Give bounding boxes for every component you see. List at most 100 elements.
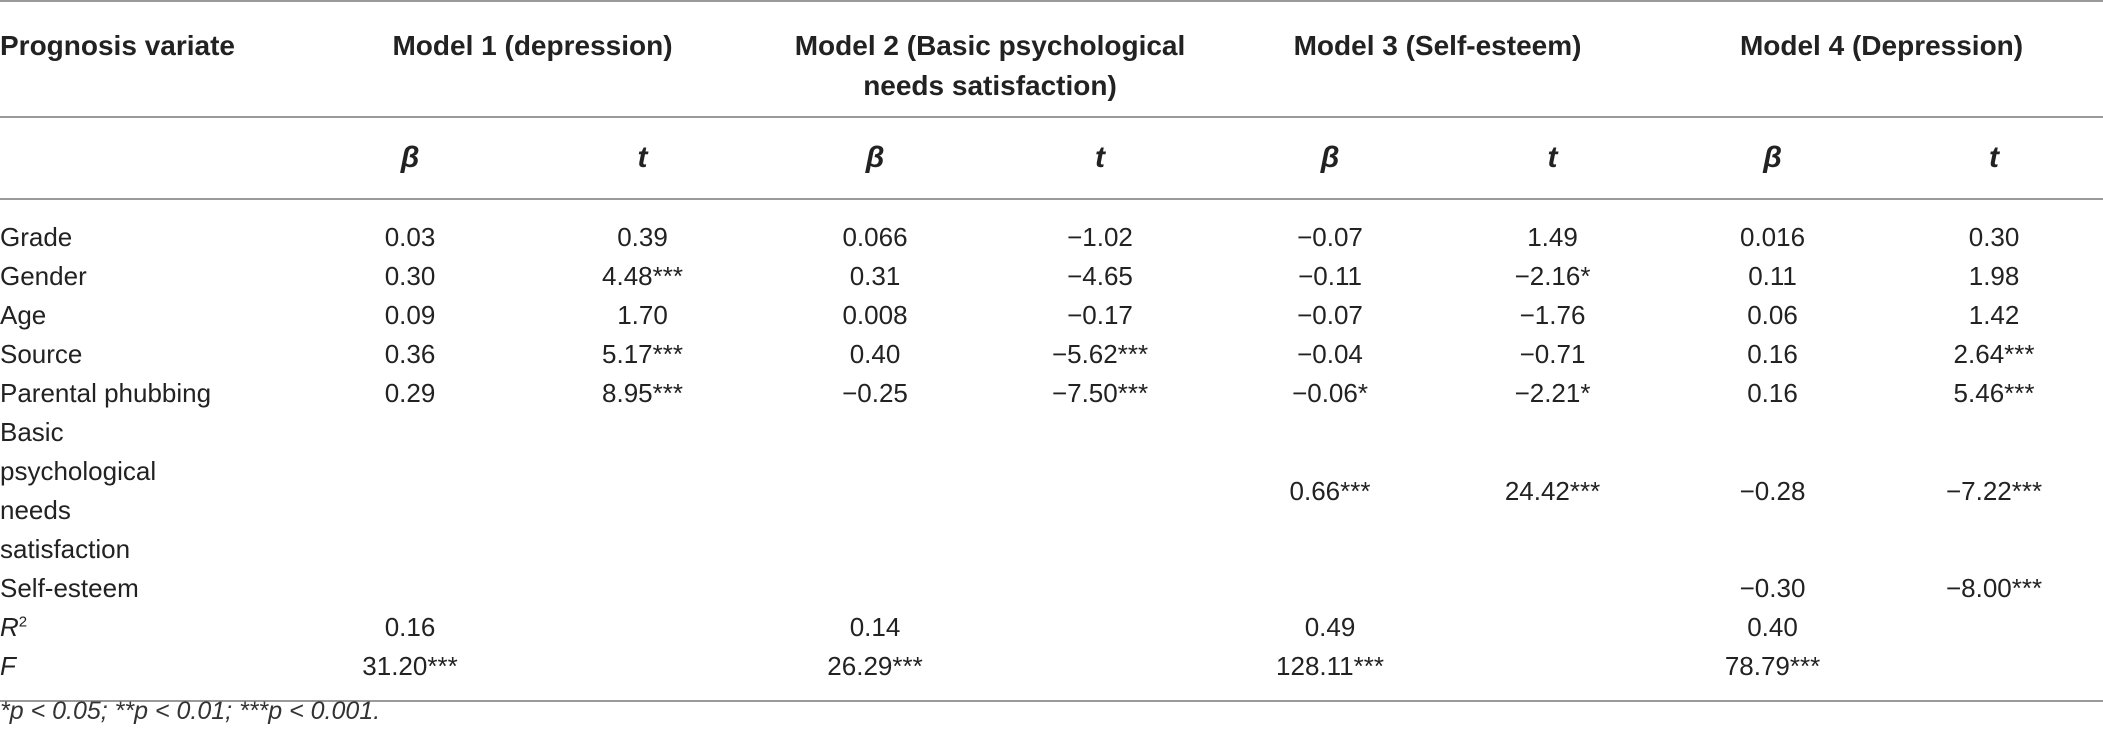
header-model-2: Model 2 (Basic psychological needs satis… xyxy=(765,0,1216,118)
table-footnote: *p < 0.05; **p < 0.01; ***p < 0.001. xyxy=(0,697,381,725)
cell-m2-t: −7.50*** xyxy=(1051,378,1149,408)
subheader-m4-t: t xyxy=(1885,117,2103,200)
cell-m1-beta xyxy=(300,413,520,569)
cell-m4-t: 1.42 xyxy=(1968,300,2020,330)
cell-m1-t xyxy=(520,569,765,608)
cell-m3-beta: −0.07 xyxy=(1297,300,1363,330)
cell-m1-beta xyxy=(300,569,520,608)
cell-m1-beta: 0.30 xyxy=(384,261,436,291)
row-label: Age xyxy=(0,300,47,330)
cell-empty xyxy=(520,647,766,702)
cell-empty xyxy=(985,608,1215,647)
cell-m4-beta: 0.16 xyxy=(1747,378,1798,408)
cell-m3-beta: −0.06* xyxy=(1292,378,1368,408)
table-row-gender: Gender 0.30 4.48*** 0.31 −4.65 −0.11 −2.… xyxy=(0,257,2103,296)
subheader-m3-t: t xyxy=(1445,117,1661,200)
row-label: R2 xyxy=(0,608,300,647)
cell-m1-beta: 0.09 xyxy=(384,300,436,330)
cell-m2-beta: −0.25 xyxy=(842,378,908,408)
cell-m2-t: −0.17 xyxy=(1067,300,1133,330)
cell-m4-t: 0.30 xyxy=(1968,222,2020,252)
cell-m2-beta: 0.40 xyxy=(849,339,901,369)
table-row-self-esteem: Self-esteem −0.30 −8.00*** xyxy=(0,569,2103,608)
cell-empty xyxy=(1885,608,2103,647)
table-row-r-squared: R2 0.16 0.14 0.49 0.40 xyxy=(0,608,2103,647)
cell-m1-beta: 0.29 xyxy=(384,378,436,408)
cell-empty xyxy=(1445,647,1661,702)
cell-empty xyxy=(520,608,765,647)
regression-table: Prognosis variate Model 1 (depression) M… xyxy=(0,0,2103,702)
cell-m2-t: −1.02 xyxy=(1067,222,1133,252)
cell-m1-t: 8.95*** xyxy=(602,378,683,408)
cell-m4-t: 2.64*** xyxy=(1953,339,2035,369)
cell-m1-t xyxy=(520,413,765,569)
cell-m2-beta: 0.31 xyxy=(849,261,901,291)
subheader-m2-beta: β xyxy=(765,117,986,200)
cell-m3-t: 24.42*** xyxy=(1504,475,1601,506)
cell-m4-t: 1.98 xyxy=(1968,261,2020,291)
cell-m3-beta: −0.07 xyxy=(1297,222,1363,252)
cell-m3-beta: −0.11 xyxy=(1298,261,1362,291)
cell-m3-t: 1.49 xyxy=(1527,222,1578,252)
cell-m4-beta: −0.28 xyxy=(1739,475,1806,506)
cell-m1-t: 1.70 xyxy=(617,300,668,330)
cell-m3-t: −2.16* xyxy=(1514,261,1591,291)
row-label: Source xyxy=(0,339,83,369)
subheader-m4-beta: β xyxy=(1660,117,1886,200)
cell-m4-t: 5.46*** xyxy=(1953,378,2035,408)
cell-m3-t: −0.71 xyxy=(1519,339,1586,369)
cell-m2-value: 26.29*** xyxy=(765,647,986,702)
subheader-m3-beta: β xyxy=(1215,117,1446,200)
cell-m2-t xyxy=(985,413,1215,569)
cell-empty xyxy=(985,647,1216,702)
header-model-3: Model 3 (Self-esteem) xyxy=(1215,0,1661,118)
subheader-empty xyxy=(0,117,300,200)
cell-m3-value: 128.11*** xyxy=(1215,647,1446,702)
table-row-basic-psychological-needs: Basic psychological needs satisfaction 0… xyxy=(0,413,2103,569)
cell-m1-beta: 0.03 xyxy=(384,222,436,252)
cell-m2-value: 0.14 xyxy=(849,612,901,642)
table-row-parental-phubbing: Parental phubbing 0.29 8.95*** −0.25 −7.… xyxy=(0,374,2103,413)
table-row-grade: Grade 0.03 0.39 0.066 −1.02 −0.07 1.49 0… xyxy=(0,199,2103,257)
subheader-row: β t β t β t β t xyxy=(0,117,2103,200)
cell-m4-beta: −0.30 xyxy=(1739,573,1806,603)
cell-m2-beta: 0.008 xyxy=(842,300,908,330)
cell-m4-t: −7.22*** xyxy=(1945,475,2043,506)
cell-m3-beta xyxy=(1215,569,1445,608)
row-label: F xyxy=(0,647,300,702)
header-row: Prognosis variate Model 1 (depression) M… xyxy=(0,0,2103,118)
table-row-age: Age 0.09 1.70 0.008 −0.17 −0.07 −1.76 0.… xyxy=(0,296,2103,335)
cell-m3-beta: −0.04 xyxy=(1297,339,1363,369)
cell-m2-t xyxy=(985,569,1215,608)
cell-m2-beta xyxy=(765,413,985,569)
cell-m3-t: −2.21* xyxy=(1514,378,1591,408)
cell-m4-value: 78.79*** xyxy=(1660,647,1886,702)
cell-empty xyxy=(1445,608,1660,647)
cell-m3-value: 0.49 xyxy=(1304,612,1356,642)
cell-m3-beta: 0.66*** xyxy=(1289,475,1371,506)
r-label: R xyxy=(0,612,19,642)
cell-m2-beta xyxy=(765,569,985,608)
cell-m4-value: 0.40 xyxy=(1747,612,1798,642)
table-row-source: Source 0.36 5.17*** 0.40 −5.62*** −0.04 … xyxy=(0,335,2103,374)
cell-m2-t: −5.62*** xyxy=(1051,339,1149,369)
cell-m4-beta: 0.06 xyxy=(1747,300,1798,330)
row-label: Basic psychological needs satisfaction xyxy=(0,417,157,564)
row-label: Self-esteem xyxy=(0,573,139,603)
cell-m2-t: −4.65 xyxy=(1067,261,1133,291)
r-superscript: 2 xyxy=(18,613,28,631)
cell-empty xyxy=(1885,647,2103,702)
cell-m1-beta: 0.36 xyxy=(384,339,436,369)
table-row-f: F 31.20*** 26.29*** 128.11*** 78.79*** xyxy=(0,647,2103,702)
row-label: Gender xyxy=(0,261,87,291)
subheader-m1-beta: β xyxy=(300,117,520,200)
cell-m4-beta: 0.16 xyxy=(1747,339,1798,369)
header-model-1: Model 1 (depression) xyxy=(300,0,766,118)
cell-m2-beta: 0.066 xyxy=(842,222,908,252)
cell-m1-t: 4.48*** xyxy=(602,261,683,291)
header-prognosis-variate: Prognosis variate xyxy=(0,0,300,118)
header-model-4: Model 4 (Depression) xyxy=(1660,0,2103,118)
cell-m4-t: −8.00*** xyxy=(1945,573,2043,603)
cell-m1-value: 0.16 xyxy=(384,612,436,642)
